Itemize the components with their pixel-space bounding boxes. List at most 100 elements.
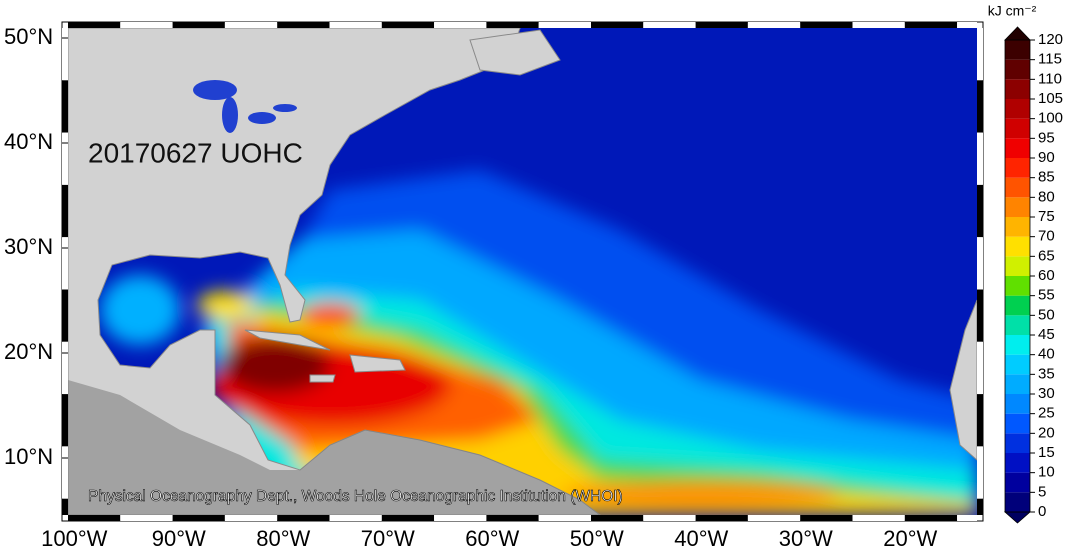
frame-segment: [120, 22, 173, 28]
frame-segment: [695, 22, 748, 28]
colorbar-tick-label: 55: [1038, 287, 1055, 304]
colorbar-bin: [1005, 118, 1030, 139]
colorbar-tick-label: 115: [1038, 51, 1062, 68]
frame-segment: [62, 341, 68, 395]
colorbar-tick-label: 120: [1038, 31, 1063, 48]
frame-segment: [977, 341, 983, 395]
colorbar-tick-label: 10: [1038, 464, 1055, 481]
colorbar: kJ cm⁻² 0 5 10 15 20 25 30 35 40 45 50 55 60 65 70 75 80…: [988, 3, 1063, 524]
lon-tick-label: 50°W: [570, 526, 624, 550]
colorbar-bin: [1005, 217, 1030, 237]
frame-segment: [591, 515, 644, 521]
colorbar-bin: [1005, 374, 1030, 394]
frame-segment: [68, 22, 121, 28]
colorbar-bin: [1005, 79, 1030, 99]
colorbar-tick-label: 65: [1038, 247, 1055, 264]
colorbar-bin: [1005, 295, 1030, 316]
frame-segment: [329, 515, 382, 521]
lon-tick-label: 70°W: [361, 526, 415, 550]
frame-segment: [62, 237, 68, 290]
map-title: 20170627 UOHC: [88, 137, 303, 168]
frame-segment: [643, 22, 696, 28]
colorbar-tick-label: 5: [1038, 483, 1046, 500]
frame-segment: [957, 22, 977, 28]
colorbar-bin: [1005, 315, 1030, 335]
colorbar-tick-label: 20: [1038, 424, 1055, 441]
lat-tick-label: 40°N: [4, 129, 53, 154]
frame-segment: [62, 28, 68, 81]
frame-segment: [62, 394, 68, 447]
frame-segment: [172, 515, 225, 521]
colorbar-bin: [1005, 413, 1030, 434]
colorbar-over-arrow: [1004, 26, 1031, 41]
frame-segment: [800, 22, 853, 28]
frame-segment: [538, 515, 591, 521]
frame-segment: [977, 237, 983, 290]
frame-segment: [277, 22, 330, 28]
colorbar-bin: [1005, 236, 1030, 257]
map-frame: [61, 21, 984, 522]
colorbar-tick-label: 40: [1038, 346, 1055, 363]
colorbar-tick-label: 35: [1038, 365, 1055, 382]
frame-segment: [62, 184, 68, 238]
colorbar-bin: [1005, 256, 1030, 276]
frame-segment: [904, 515, 958, 521]
frame-segment: [224, 515, 278, 521]
colorbar-bin: [1005, 40, 1030, 60]
colorbar-bin: [1005, 99, 1030, 119]
frame-segment: [591, 22, 644, 28]
frame-segment: [434, 22, 487, 28]
land: [68, 28, 977, 515]
colorbar-bin: [1005, 177, 1030, 198]
frame-segment: [977, 394, 983, 447]
colorbar-bin: [1005, 276, 1030, 296]
frame-segment: [643, 515, 696, 521]
frame-segment: [747, 515, 801, 521]
frame-segment: [747, 22, 801, 28]
lon-tick-label: 40°W: [674, 526, 728, 550]
colorbar-tick-label: 110: [1038, 70, 1062, 87]
lat-tick-label: 10°N: [4, 444, 53, 469]
colorbar-bin: [1005, 492, 1030, 512]
great-lakes: [193, 80, 297, 133]
frame-segment: [977, 446, 983, 499]
lat-tick-label: 30°N: [4, 234, 53, 259]
colorbar-tick-label: 60: [1038, 267, 1055, 284]
frame-segment: [852, 515, 905, 521]
frame-segment: [434, 515, 487, 521]
frame-segment: [486, 22, 539, 28]
colorbar-tick-label: 0: [1038, 503, 1046, 520]
lat-tick-label: 50°N: [4, 24, 53, 49]
colorbar-tick-label: 100: [1038, 110, 1063, 127]
frame-segment: [852, 22, 905, 28]
colorbar-tick-label: 50: [1038, 306, 1055, 323]
lon-tick-label: 30°W: [779, 526, 833, 550]
lat-tick-label: 20°N: [4, 339, 53, 364]
frame-segment: [381, 515, 435, 521]
colorbar-tick-label: 25: [1038, 405, 1055, 422]
frame-segment: [977, 28, 983, 81]
colorbar-tick-label: 95: [1038, 129, 1055, 146]
frame-segment: [329, 22, 382, 28]
colorbar-tick-label: 105: [1038, 90, 1063, 107]
lon-tick-label: 60°W: [465, 526, 519, 550]
colorbar-tick-label: 45: [1038, 326, 1055, 343]
frame-segment: [695, 515, 748, 521]
colorbar-bin: [1005, 354, 1030, 375]
colorbar-tick-label: 75: [1038, 208, 1055, 225]
frame-segment: [538, 22, 591, 28]
frame-segment: [381, 22, 435, 28]
colorbar-under-arrow: [1003, 511, 1032, 524]
colorbar-tick-label: 30: [1038, 385, 1055, 402]
colorbar-bin: [1005, 394, 1030, 414]
colorbar-bin: [1005, 138, 1030, 158]
colorbar-bin: [1005, 335, 1030, 355]
masked-pacific: [68, 380, 600, 515]
frame-segment: [977, 289, 983, 342]
colorbar-tick-label: 15: [1038, 444, 1055, 461]
colorbar-tick-label: 70: [1038, 228, 1055, 245]
colorbar-bin: [1005, 433, 1030, 453]
lon-tick-label: 100°W: [41, 526, 108, 550]
frame-segment: [977, 80, 983, 133]
